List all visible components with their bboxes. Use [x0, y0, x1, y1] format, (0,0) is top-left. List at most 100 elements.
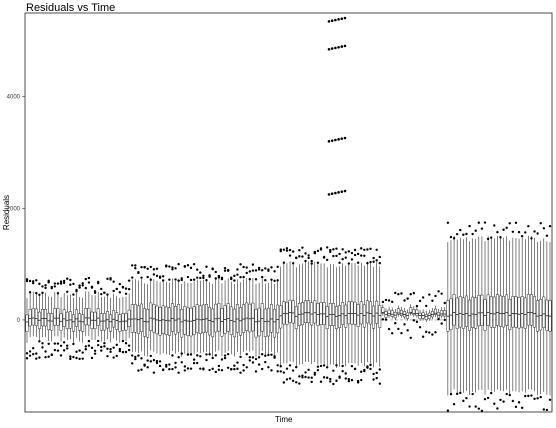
box	[325, 306, 329, 330]
outlier-point	[319, 364, 323, 368]
outlier-point	[496, 230, 499, 234]
outlier-point	[264, 267, 267, 270]
outlier-point	[381, 300, 385, 304]
high-outlier-point	[327, 20, 331, 23]
outlier-point	[84, 286, 87, 290]
box	[279, 305, 283, 329]
box	[505, 294, 509, 326]
outlier-point	[69, 278, 72, 282]
outlier-point	[338, 261, 341, 265]
box	[146, 309, 150, 338]
box	[288, 299, 292, 323]
box	[542, 296, 546, 328]
outlier-point	[106, 277, 109, 281]
outlier-point	[47, 355, 50, 358]
outlier-point	[341, 369, 344, 373]
outlier-point	[177, 279, 180, 282]
outlier-point	[245, 266, 248, 269]
outlier-point	[490, 236, 493, 239]
outlier-point	[273, 279, 276, 283]
outlier-point	[93, 352, 97, 355]
outlier-point	[28, 291, 32, 294]
box	[214, 303, 218, 333]
outlier-point	[239, 263, 242, 266]
box	[511, 296, 515, 328]
high-outlier-point	[334, 191, 337, 195]
outlier-point	[90, 285, 94, 288]
outlier-point	[304, 252, 307, 255]
box	[387, 309, 391, 316]
outlier-point	[511, 399, 515, 403]
outlier-point	[242, 363, 245, 367]
outlier-point	[192, 361, 196, 365]
outlier-point	[428, 331, 431, 334]
outlier-point	[304, 375, 307, 379]
outlier-point	[304, 371, 307, 374]
outlier-point	[524, 394, 527, 398]
outlier-point	[322, 255, 326, 259]
outlier-point	[127, 288, 131, 291]
outlier-point	[332, 248, 335, 251]
outlier-point	[455, 232, 459, 236]
outlier-point	[47, 281, 50, 284]
outlier-point	[44, 286, 47, 290]
high-outlier-point	[337, 18, 340, 21]
outlier-point	[180, 361, 183, 364]
outlier-point	[421, 296, 425, 299]
outlier-point	[214, 277, 217, 280]
outlier-point	[25, 279, 29, 283]
outlier-point	[353, 367, 357, 370]
outlier-point	[72, 342, 75, 346]
outlier-point	[214, 270, 217, 274]
outlier-point	[403, 323, 406, 326]
outlier-point	[254, 370, 258, 373]
outlier-point	[186, 353, 190, 356]
outlier-point	[387, 299, 391, 302]
outlier-point	[223, 269, 227, 272]
outlier-point	[471, 392, 474, 396]
outlier-point	[174, 361, 177, 365]
outlier-point	[53, 285, 57, 288]
outlier-point	[152, 273, 156, 276]
outlier-point	[233, 279, 236, 282]
outlier-point	[257, 363, 261, 366]
outlier-point	[189, 266, 193, 270]
box	[242, 304, 246, 333]
high-outlier-point	[334, 138, 337, 142]
outlier-point	[62, 281, 66, 285]
outlier-point	[372, 372, 375, 376]
box	[344, 304, 348, 328]
box	[520, 296, 524, 328]
outlier-point	[384, 318, 388, 321]
box	[458, 296, 462, 328]
outlier-point	[356, 252, 360, 256]
outlier-point	[103, 342, 106, 345]
outlier-point	[199, 276, 202, 280]
outlier-point	[66, 290, 69, 294]
outlier-point	[527, 394, 530, 398]
outlier-point	[260, 275, 264, 279]
outlier-point	[192, 262, 196, 266]
outlier-point	[50, 285, 53, 289]
outlier-point	[66, 347, 69, 350]
outlier-point	[437, 290, 440, 293]
outlier-point	[174, 278, 177, 281]
outlier-point	[103, 345, 106, 348]
outlier-point	[329, 377, 332, 381]
outlier-point	[483, 221, 487, 224]
high-outlier-point	[337, 138, 340, 141]
outlier-point	[109, 347, 112, 351]
outlier-point	[360, 254, 363, 257]
outlier-point	[140, 357, 143, 360]
outlier-point	[267, 353, 270, 357]
box	[449, 298, 453, 330]
outlier-point	[75, 356, 78, 360]
outlier-point	[440, 292, 443, 295]
box	[112, 310, 116, 328]
outlier-point	[319, 248, 323, 251]
outlier-point	[539, 221, 542, 225]
box	[171, 303, 174, 332]
outlier-point	[291, 379, 295, 382]
box	[514, 296, 518, 328]
outlier-point	[527, 225, 530, 228]
